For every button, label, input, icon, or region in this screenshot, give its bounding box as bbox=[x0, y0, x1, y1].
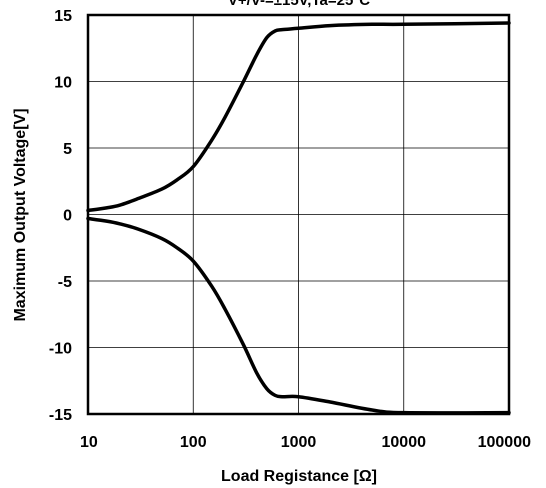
y-axis-title: Maximum Output Voltage[V] bbox=[12, 108, 29, 321]
y-tick-label: 10 bbox=[54, 75, 72, 92]
x-axis-title: Load Registance [Ω] bbox=[221, 468, 377, 485]
y-tick-label: -5 bbox=[58, 274, 72, 291]
x-tick-label: 100 bbox=[180, 434, 207, 451]
series-line-2 bbox=[86, 216, 511, 415]
x-tick-label: 10000 bbox=[382, 434, 427, 451]
plot-frame bbox=[86, 13, 511, 416]
grid bbox=[87, 14, 510, 415]
chart-title: V+/V-=±15V,Ta=25°C bbox=[228, 0, 370, 9]
y-tick-label: -10 bbox=[49, 341, 72, 358]
y-tick-label: 5 bbox=[63, 141, 72, 158]
y-tick-label: 0 bbox=[63, 208, 72, 225]
x-tick-label: 1000 bbox=[281, 434, 317, 451]
series-line-1 bbox=[86, 21, 511, 213]
y-tick-label: 15 bbox=[54, 8, 72, 25]
series-group bbox=[86, 21, 511, 415]
x-tick-label: 10 bbox=[80, 434, 98, 451]
y-tick-label: -15 bbox=[49, 407, 72, 424]
x-tick-label: 100000 bbox=[478, 434, 531, 451]
y-tick-labels: 15 10 5 0 -5 -10 -15 bbox=[49, 8, 72, 424]
x-tick-labels: 10 100 1000 10000 100000 bbox=[80, 434, 531, 451]
